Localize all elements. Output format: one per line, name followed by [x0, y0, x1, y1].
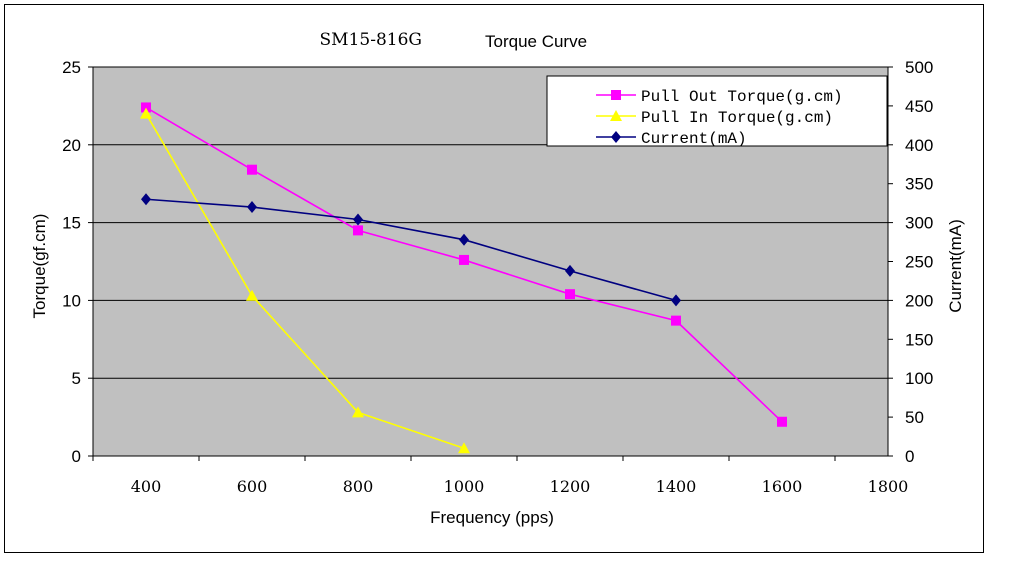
data-point-diamond — [247, 201, 257, 214]
data-point-square — [611, 90, 621, 100]
y-right-tick-label: 100 — [905, 369, 933, 388]
legend-entry-label: Pull In Torque(g.cm) — [641, 109, 833, 127]
x-tick-label: 1800 — [868, 477, 909, 496]
data-point-diamond — [353, 213, 363, 226]
legend-entry-label: Pull Out Torque(g.cm) — [641, 88, 843, 106]
data-point-square — [247, 164, 257, 175]
legend: Pull Out Torque(g.cm) Pull In Torque(g.cm… — [546, 75, 888, 148]
y-left-tick-label: 25 — [62, 58, 81, 77]
chart-frame: 0 5 10 15 20 25 0 50 100 150 200 250 300 350 400 450 500… — [4, 4, 984, 553]
legend-box — [546, 75, 888, 147]
data-point-triangle — [610, 110, 622, 121]
y-right-tick-label: 450 — [905, 97, 933, 116]
data-point-diamond — [141, 193, 151, 206]
series-line — [145, 198, 677, 302]
x-tick-label: 400 — [131, 477, 162, 496]
data-point-triangle — [458, 442, 470, 454]
y-right-tick-label: 0 — [905, 447, 914, 466]
data-point-square — [141, 102, 151, 113]
data-point-square — [353, 225, 363, 236]
series-line — [145, 113, 465, 449]
x-tick-label: 800 — [343, 477, 374, 496]
x-tick-label: 1400 — [656, 477, 697, 496]
data-point-triangle — [246, 289, 258, 301]
y-right-tick-label: 500 — [905, 58, 933, 77]
series-2 — [141, 193, 681, 307]
data-point-triangle — [140, 107, 152, 119]
axis-layer: 0510152025050100150200250300350400450500… — [62, 58, 933, 496]
y-left-tick-label: 0 — [72, 447, 81, 466]
y-left-tick-label: 5 — [72, 369, 81, 388]
data-point-square — [777, 416, 787, 427]
data-point-diamond — [671, 294, 681, 307]
x-tick-label: 1600 — [762, 477, 803, 496]
y-right-tick-label: 150 — [905, 330, 933, 349]
y-right-tick-label: 300 — [905, 214, 933, 233]
y-right-tick-label: 350 — [905, 175, 933, 194]
data-point-square — [459, 254, 469, 265]
chart-title-text: Torque Curve — [485, 32, 587, 51]
data-point-triangle — [352, 406, 364, 418]
x-tick-label: 600 — [237, 477, 268, 496]
data-point-diamond — [565, 264, 575, 277]
series-0 — [141, 102, 787, 427]
y-right-tick-label: 200 — [905, 291, 933, 310]
y-right-tick-label: 50 — [905, 408, 924, 427]
series-1 — [140, 107, 470, 454]
y-axis-right-label: Current(mA) — [946, 219, 965, 313]
data-point-diamond — [611, 131, 621, 143]
data-point-square — [565, 289, 575, 300]
y-right-tick-label: 400 — [905, 136, 933, 155]
y-right-tick-label: 250 — [905, 253, 933, 272]
y-left-tick-label: 15 — [62, 214, 81, 233]
y-left-tick-label: 20 — [62, 136, 81, 155]
x-axis-label: Frequency (pps) — [430, 508, 554, 527]
data-point-square — [671, 315, 681, 326]
torque-curve-chart: 0510152025050100150200250300350400450500… — [30, 30, 965, 527]
y-left-tick-label: 10 — [62, 291, 81, 310]
x-tick-label: 1200 — [550, 477, 591, 496]
legend-entry-label: Current(mA) — [641, 130, 747, 148]
chart-title-model: SM15-816G — [320, 30, 422, 50]
y-axis-left-label: Torque(gf.cm) — [30, 214, 49, 319]
series-layer — [140, 102, 787, 454]
data-point-diamond — [459, 233, 469, 246]
x-tick-label: 1000 — [444, 477, 485, 496]
